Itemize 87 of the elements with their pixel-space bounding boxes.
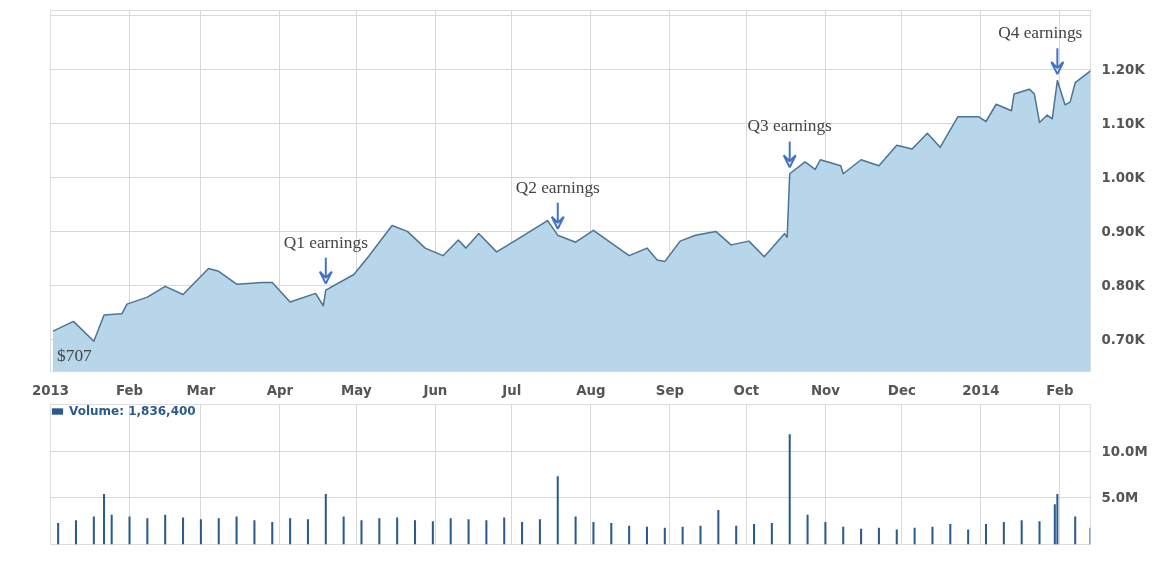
bar [467, 519, 470, 545]
bar [860, 528, 863, 545]
bar [521, 522, 524, 545]
annotation: Q1 earnings [283, 232, 369, 252]
bar [949, 523, 952, 545]
bar [806, 514, 809, 545]
x-tick-label: May [341, 382, 372, 398]
bar [449, 518, 452, 545]
x-tick-label: Oct [733, 382, 760, 398]
bar [360, 520, 363, 545]
x-tick-label: Feb [115, 382, 144, 398]
bar [574, 516, 577, 545]
x-tick-label: Mar [186, 382, 216, 398]
bar [431, 521, 434, 545]
bar [717, 509, 720, 545]
x-tick-label: Jul [501, 382, 522, 398]
x-tick-label: Sep [655, 382, 685, 398]
x-tick-label: Jun [422, 382, 448, 398]
bar [74, 520, 78, 545]
bar [1038, 521, 1041, 545]
annotation: Q3 earnings [747, 116, 833, 136]
bar [824, 522, 827, 545]
bar [770, 523, 773, 545]
bar [842, 526, 845, 545]
bar [110, 514, 113, 545]
bar [485, 520, 488, 545]
y-tick-label: 0.90K [1101, 223, 1146, 239]
bar [753, 523, 756, 545]
bar [271, 522, 274, 545]
bar [103, 494, 106, 545]
annotation: $707 [57, 346, 93, 366]
bar [592, 522, 595, 545]
y-tick-label: 5.0M [1101, 490, 1139, 506]
x-tick-label: Nov [810, 382, 841, 398]
bar [396, 517, 399, 545]
bar [681, 526, 684, 545]
y-tick-label: 0.70K [1101, 331, 1146, 347]
bar [235, 516, 238, 545]
bar [967, 529, 970, 545]
bar [1056, 494, 1059, 545]
bar [1074, 516, 1077, 545]
x-tick-label: Feb [1046, 382, 1074, 398]
x-tick-label: 2014 [962, 382, 1000, 398]
bar [92, 516, 95, 545]
x-tick-label: Apr [266, 382, 294, 398]
y-tick-label: 0.80K [1101, 277, 1146, 293]
bar [253, 520, 256, 545]
bar [931, 526, 934, 545]
bar [57, 523, 60, 545]
bar [628, 525, 631, 545]
bar [1020, 520, 1023, 545]
bar [788, 434, 791, 545]
bar [413, 520, 417, 545]
x-tick-label: Aug [576, 382, 606, 398]
bar [610, 523, 613, 545]
bar [556, 476, 559, 545]
bar [146, 518, 149, 545]
bar [289, 518, 292, 545]
bar [128, 516, 131, 545]
x-tick-label: Dec [887, 382, 916, 398]
bar [503, 517, 506, 545]
y-tick-label: 1.20K [1101, 62, 1146, 78]
legend-label: Volume: 1,836,400 [69, 404, 196, 418]
bar [663, 527, 666, 545]
bar [342, 516, 345, 545]
bar [699, 525, 702, 545]
y-tick-label: 10.0M [1101, 443, 1148, 459]
bar [217, 518, 220, 545]
bar [199, 519, 202, 545]
bar [182, 517, 185, 545]
bar [538, 519, 541, 545]
bar [735, 525, 738, 545]
bar [645, 526, 648, 545]
bar [1002, 522, 1005, 545]
y-tick-label: 1.00K [1101, 170, 1146, 186]
bar [895, 529, 898, 545]
y-tick-label: 1.10K [1101, 116, 1146, 132]
bar [378, 518, 381, 545]
bar [877, 527, 880, 545]
x-tick-label: 2013 [31, 382, 70, 398]
annotation: Q2 earnings [515, 177, 601, 197]
bar [913, 527, 916, 545]
bar [306, 519, 309, 545]
bar [984, 523, 988, 545]
bar [324, 494, 327, 545]
bar [164, 514, 167, 545]
annotation: Q4 earnings [998, 23, 1083, 43]
